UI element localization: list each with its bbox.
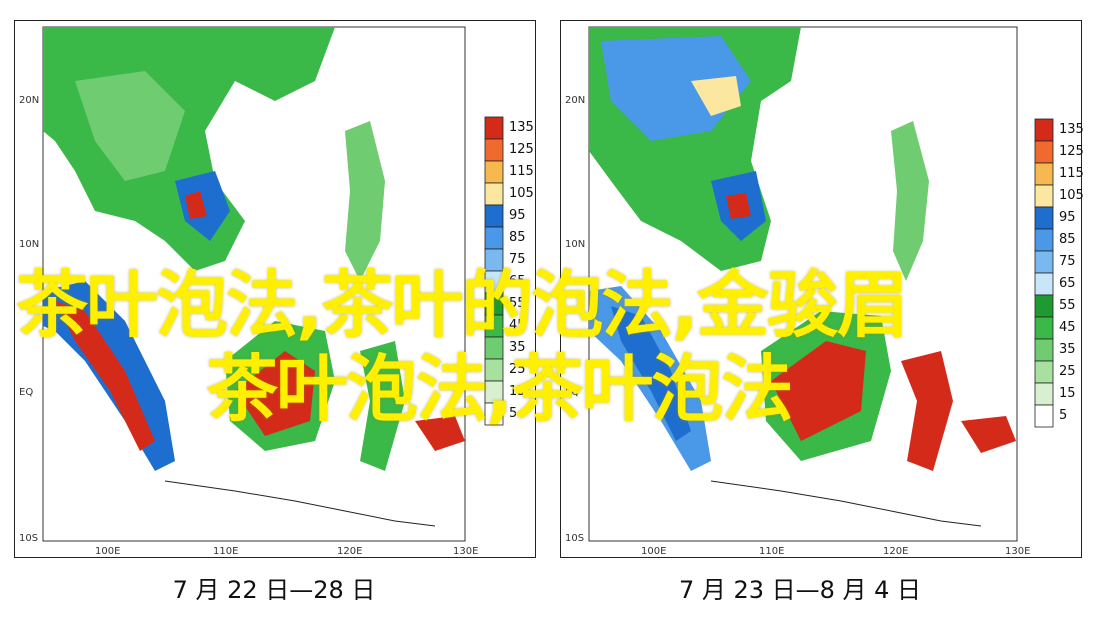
legend-label-115: 115 [509, 164, 534, 179]
legend-swatch-135 [484, 116, 504, 140]
legend-label-65: 65 [1059, 276, 1076, 291]
legend-swatch-5 [1034, 404, 1054, 428]
caption-right: 7 月 23 日—8 月 4 日 [678, 576, 922, 604]
legend-swatch-5 [484, 402, 504, 426]
lat-label-eq: EQ [565, 387, 579, 398]
legend-swatch-25 [1034, 360, 1054, 384]
map-panel-right: 135 125 115 105 95 85 75 65 55 45 35 25 15 5 20N 10N … [560, 20, 1083, 558]
legend-label-35: 35 [509, 340, 526, 355]
legend-label-75: 75 [509, 252, 526, 267]
legend-label-65: 65 [509, 274, 526, 289]
rain-core-sumatra [55, 301, 155, 451]
lat-label-20n: 20N [19, 95, 39, 106]
legend-label-25: 25 [1059, 364, 1076, 379]
lat-label-eq: EQ [19, 387, 33, 398]
lon-label-110e: 110E [759, 546, 784, 557]
rain-core-north [691, 76, 741, 116]
legend-label-75: 75 [1059, 254, 1076, 269]
legend-swatch-85 [1034, 228, 1054, 252]
legend-label-45: 45 [509, 318, 526, 333]
lat-label-10s: 10S [565, 533, 584, 544]
coastline-java [164, 480, 436, 527]
legend-label-125: 125 [1059, 144, 1083, 159]
legend-label-105: 105 [509, 186, 534, 201]
legend-left: 135 125 115 105 95 85 75 65 55 45 35 25 15 5 [484, 116, 534, 426]
lon-label-110e: 110E [213, 546, 238, 557]
legend-swatch-135 [1034, 118, 1054, 142]
landmass-east [415, 416, 465, 451]
rain-core-sumatra [611, 306, 691, 441]
rain-core-1 [726, 193, 751, 219]
legend-swatch-75 [1034, 250, 1054, 274]
lon-label-120e: 120E [883, 546, 908, 557]
landmass-philippines [891, 121, 929, 281]
legend-label-55: 55 [509, 296, 526, 311]
legend-swatch-115 [1034, 162, 1054, 186]
lat-label-10n: 10N [565, 239, 585, 250]
legend-swatch-45 [1034, 316, 1054, 340]
lat-label-10n: 10N [19, 239, 39, 250]
legend-label-135: 135 [509, 120, 534, 135]
legend-swatch-95 [484, 204, 504, 228]
legend-label-15: 15 [509, 384, 526, 399]
legend-label-55: 55 [1059, 298, 1076, 313]
legend-label-115: 115 [1059, 166, 1083, 181]
legend-swatch-15 [1034, 382, 1054, 406]
rain-core-1 [185, 191, 207, 219]
legend-swatch-95 [1034, 206, 1054, 230]
legend-swatch-65 [1034, 272, 1054, 296]
lat-label-20n: 20N [565, 95, 585, 106]
legend-swatch-115 [484, 160, 504, 184]
lon-label-100e: 100E [641, 546, 666, 557]
legend-swatch-55 [1034, 294, 1054, 318]
lon-label-100e: 100E [95, 546, 120, 557]
legend-label-105: 105 [1059, 188, 1083, 203]
legend-label-25: 25 [509, 362, 526, 377]
legend-label-45: 45 [1059, 320, 1076, 335]
legend-label-5: 5 [509, 406, 517, 421]
legend-label-135: 135 [1059, 122, 1083, 137]
lon-label-120e: 120E [337, 546, 362, 557]
legend-swatch-125 [1034, 140, 1054, 164]
legend-swatch-125 [484, 138, 504, 162]
landmass-east [961, 416, 1016, 453]
legend-swatch-35 [1034, 338, 1054, 362]
legend-label-15: 15 [1059, 386, 1076, 401]
landmass-sulawesi [901, 351, 953, 471]
map-panel-left: 135 125 115 105 95 85 75 65 55 45 35 25 15 5 20N 10N … [14, 20, 536, 558]
lon-label-130e: 130E [453, 546, 478, 557]
lon-label-130e: 130E [1005, 546, 1030, 557]
legend-swatch-105 [484, 182, 504, 206]
coastline-java [710, 480, 982, 527]
legend-label-95: 95 [1059, 210, 1076, 225]
legend-label-95: 95 [509, 208, 526, 223]
legend-right: 135 125 115 105 95 85 75 65 55 45 35 25 15 5 [1034, 118, 1083, 428]
landmass-sulawesi [360, 341, 405, 471]
legend-label-5: 5 [1059, 408, 1067, 423]
legend-swatch-105 [1034, 184, 1054, 208]
landmass-philippines [345, 121, 385, 281]
lat-label-10s: 10S [19, 533, 38, 544]
overlay-title-line2: 茶叶泡法,茶叶泡法 [206, 347, 793, 431]
legend-label-85: 85 [1059, 232, 1076, 247]
rain-core-borneo [771, 341, 866, 441]
legend-label-85: 85 [509, 230, 526, 245]
caption-left: 7 月 22 日—28 日 [172, 576, 376, 604]
landmass-inner [75, 71, 185, 181]
legend-label-35: 35 [1059, 342, 1076, 357]
overlay-title-line1: 茶叶泡法,茶叶的泡法,金骏眉 [16, 263, 909, 347]
legend-label-125: 125 [509, 142, 534, 157]
rain-core-borneo [235, 351, 315, 436]
